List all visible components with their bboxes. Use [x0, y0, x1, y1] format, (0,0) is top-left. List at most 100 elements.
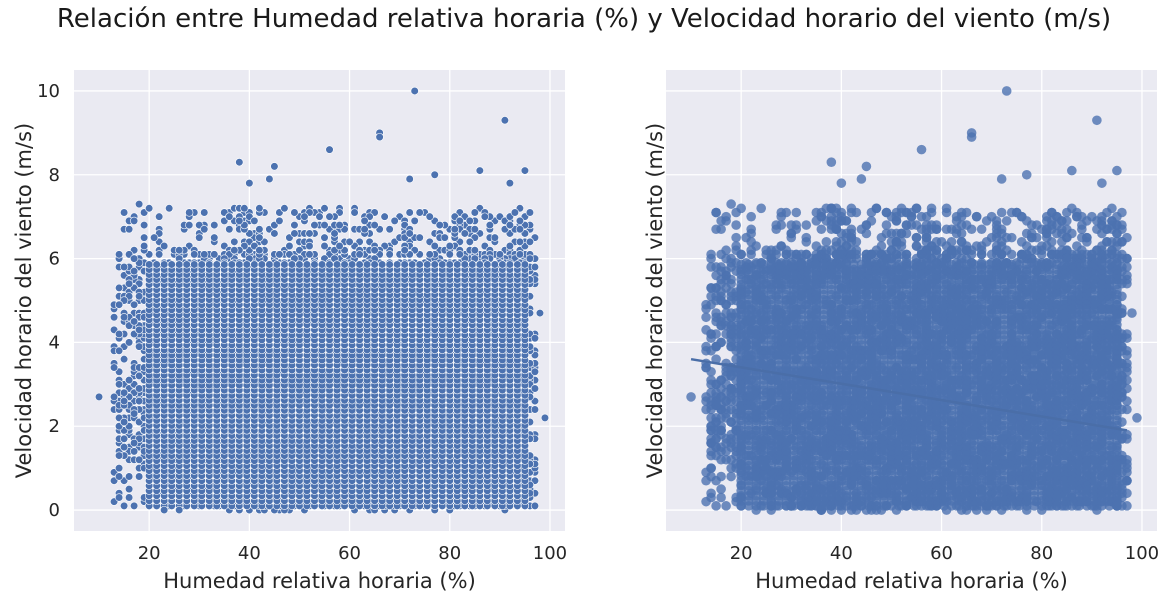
data-point	[200, 250, 209, 259]
data-point	[200, 208, 209, 217]
data-point	[125, 493, 134, 502]
data-point	[325, 212, 334, 221]
data-point	[305, 229, 314, 238]
data-point	[405, 229, 414, 238]
data-point	[310, 220, 319, 230]
data-point	[125, 225, 134, 234]
data-point	[220, 260, 229, 269]
data-point	[109, 392, 119, 401]
data-point	[485, 220, 494, 230]
data-point	[435, 220, 444, 230]
data-point	[114, 380, 124, 389]
data-point	[255, 246, 264, 255]
data-point	[125, 484, 134, 494]
data-point	[135, 472, 144, 481]
data-point	[255, 204, 264, 213]
data-point	[182, 260, 191, 269]
data-point	[445, 250, 454, 259]
data-point	[120, 443, 129, 452]
data-point	[130, 317, 139, 326]
data-point	[335, 220, 344, 230]
data-point	[120, 388, 129, 397]
data-point	[109, 313, 119, 322]
data-point	[360, 216, 369, 225]
data-point	[114, 300, 124, 309]
data-point	[120, 501, 129, 510]
data-point	[242, 260, 251, 269]
data-point	[330, 229, 339, 238]
data-point	[350, 208, 359, 217]
data-point	[385, 250, 394, 259]
data-point	[175, 246, 184, 255]
data-point	[370, 220, 379, 230]
data-point	[530, 367, 540, 376]
data-point	[470, 225, 479, 234]
data-point	[109, 363, 119, 372]
data-point	[270, 229, 279, 238]
data-point	[415, 208, 424, 217]
data-point	[135, 455, 144, 464]
data-point	[114, 250, 124, 259]
data-point	[120, 434, 129, 443]
data-point	[120, 355, 129, 364]
data-point	[135, 384, 144, 393]
data-point	[145, 204, 154, 213]
data-point	[250, 216, 259, 225]
figure-title: Relación entre Humedad relativa horaria …	[56, 4, 1112, 34]
data-point	[155, 250, 164, 259]
data-point	[290, 220, 299, 230]
data-point	[515, 250, 525, 259]
data-point	[165, 204, 174, 213]
data-point	[120, 396, 129, 406]
data-point	[380, 212, 389, 221]
data-point	[305, 241, 314, 251]
data-point	[465, 216, 474, 225]
data-point	[490, 233, 499, 242]
data-point	[235, 216, 244, 225]
data-point	[525, 237, 535, 246]
data-point	[114, 451, 124, 460]
data-point	[470, 208, 479, 217]
data-point	[320, 241, 329, 251]
data-point	[175, 260, 184, 269]
data-point	[114, 472, 124, 481]
data-point	[125, 472, 134, 481]
data-point	[370, 246, 379, 255]
data-point	[185, 220, 194, 230]
data-point	[130, 267, 139, 276]
data-point	[515, 216, 525, 225]
data-point	[530, 262, 540, 272]
data-point	[190, 260, 199, 269]
data-point	[345, 237, 354, 246]
data-point	[114, 493, 124, 502]
data-point	[505, 220, 514, 230]
data-point	[530, 384, 540, 393]
data-point	[152, 260, 161, 269]
data-point	[205, 260, 214, 269]
data-point	[130, 216, 139, 225]
data-point	[275, 250, 284, 259]
data-point	[125, 279, 134, 288]
data-point	[530, 501, 540, 510]
data-point	[285, 241, 294, 251]
data-point	[465, 237, 474, 246]
data-point	[140, 241, 149, 251]
data-point	[530, 405, 540, 414]
data-point	[190, 250, 199, 259]
data-point	[195, 233, 204, 242]
data-point	[460, 229, 469, 238]
data-point	[120, 417, 129, 427]
data-point	[135, 292, 144, 301]
data-point	[114, 464, 124, 473]
data-point	[225, 225, 234, 234]
data-point	[167, 260, 176, 269]
data-point	[114, 346, 124, 355]
data-point	[290, 229, 299, 238]
data-point	[405, 208, 414, 217]
data-point	[185, 208, 194, 217]
data-point	[230, 237, 239, 246]
data-point	[197, 260, 206, 269]
data-point	[130, 254, 139, 263]
data-point	[140, 220, 149, 230]
